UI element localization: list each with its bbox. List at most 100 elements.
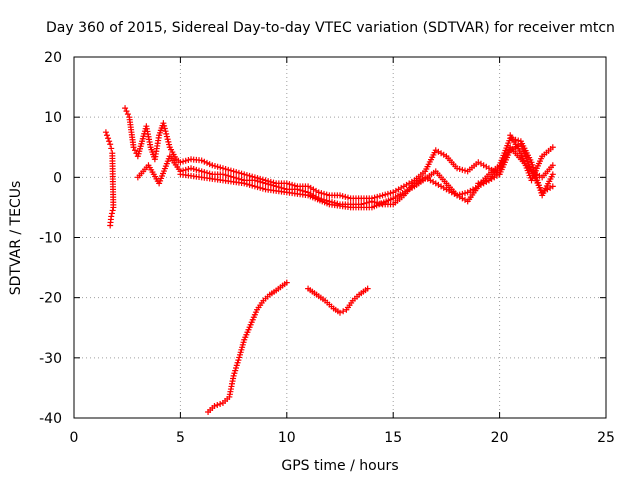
y-tick-label: 0 <box>53 170 62 186</box>
data-point <box>160 120 167 127</box>
data-point-interp <box>257 178 264 185</box>
data-point-interp <box>318 190 325 197</box>
data-point-interp <box>259 185 266 192</box>
data-point-interp <box>254 178 261 185</box>
data-point-interp <box>232 364 239 371</box>
axis-ticks: 0 5 10 15 20 25 -40 -30 -20 -10 0 10 20 <box>39 50 615 446</box>
y-tick-label: -20 <box>39 291 62 307</box>
data-point <box>475 180 482 187</box>
data-point-interp <box>483 178 490 185</box>
data-point <box>177 159 184 166</box>
data-point-interp <box>106 138 113 145</box>
data-point-interp <box>387 190 394 197</box>
data-point-interp <box>222 172 229 179</box>
y-tick-label: 20 <box>44 50 62 66</box>
data-point <box>549 171 556 178</box>
data-point-interp <box>344 194 351 201</box>
data-point-interp <box>251 183 258 190</box>
data-point-interp <box>185 166 192 173</box>
y-axis-label: SDTVAR / TECUs <box>8 181 24 296</box>
series-v-arc <box>305 285 371 316</box>
data-point <box>241 180 248 187</box>
data-point-interp <box>180 158 187 165</box>
x-tick-label: 10 <box>278 430 296 446</box>
data-point-interp <box>214 163 221 170</box>
data-point-interp <box>225 172 232 179</box>
data-point <box>230 168 237 175</box>
data-point-interp <box>374 193 381 200</box>
data-points <box>102 105 556 415</box>
data-point-interp <box>257 184 264 191</box>
data-point-interp <box>166 141 173 148</box>
data-point <box>283 279 290 286</box>
data-point <box>454 165 461 172</box>
data-point-interp <box>182 166 189 173</box>
data-point-interp <box>376 193 383 200</box>
data-point <box>209 162 216 169</box>
data-point-interp <box>217 164 224 171</box>
data-point <box>315 189 322 196</box>
data-point-interp <box>321 190 328 197</box>
data-point-interp <box>103 132 110 139</box>
data-point-interp <box>231 370 238 377</box>
grid <box>74 57 606 418</box>
data-point <box>368 198 375 205</box>
data-point-interp <box>206 161 213 168</box>
series-descent-arc <box>205 279 290 415</box>
data-point <box>337 192 343 199</box>
data-point-interp <box>182 157 189 164</box>
data-point <box>108 145 115 152</box>
series-arc-upper-a <box>122 105 503 202</box>
data-point <box>219 165 226 172</box>
data-point-interp <box>235 169 242 176</box>
data-point-interp <box>249 182 256 189</box>
data-point-interp <box>243 181 250 188</box>
data-point-interp <box>225 166 232 173</box>
data-point-interp <box>161 122 168 129</box>
data-point <box>107 141 114 148</box>
y-tick-label: -40 <box>39 411 62 427</box>
data-point-interp <box>163 130 170 137</box>
series-early-arcs <box>102 129 117 229</box>
data-point-interp <box>246 181 253 188</box>
data-point-interp <box>204 169 210 176</box>
data-point-interp <box>109 207 116 214</box>
chart-title: Day 360 of 2015, Sidereal Day-to-day VTE… <box>46 20 615 36</box>
data-point-interp <box>204 159 210 166</box>
data-point-interp <box>339 193 346 200</box>
data-point-interp <box>286 181 293 188</box>
data-point-interp <box>234 359 241 366</box>
data-point-interp <box>515 137 522 144</box>
data-point-interp <box>267 181 274 188</box>
data-point-interp <box>477 179 484 186</box>
data-point-interp <box>238 170 245 177</box>
data-point <box>105 135 112 142</box>
y-tick-label: 10 <box>44 110 62 126</box>
data-point-interp <box>123 108 130 115</box>
x-tick-label: 20 <box>491 430 509 446</box>
data-point-interp <box>193 166 200 173</box>
data-point-interp <box>233 169 240 176</box>
data-point <box>198 157 205 164</box>
data-point-interp <box>462 190 469 197</box>
data-point-interp <box>340 308 347 315</box>
data-point-interp <box>480 178 487 185</box>
x-axis-label: GPS time / hours <box>281 458 398 474</box>
data-point-interp <box>196 167 203 174</box>
data-point-interp <box>165 138 172 145</box>
data-point-interp <box>190 166 197 173</box>
y-tick-label: -10 <box>39 231 62 247</box>
data-point-interp <box>236 354 243 361</box>
data-point-interp <box>342 193 349 200</box>
data-point-interp <box>132 147 139 154</box>
data-point-interp <box>323 191 330 198</box>
data-point <box>549 144 556 151</box>
data-point-interp <box>108 210 115 217</box>
data-point <box>122 105 129 112</box>
data-point <box>211 402 218 409</box>
data-point <box>251 177 258 184</box>
data-point-interp <box>201 169 208 176</box>
data-point-interp <box>217 400 224 407</box>
data-point-interp <box>232 367 239 374</box>
data-point <box>107 222 114 229</box>
